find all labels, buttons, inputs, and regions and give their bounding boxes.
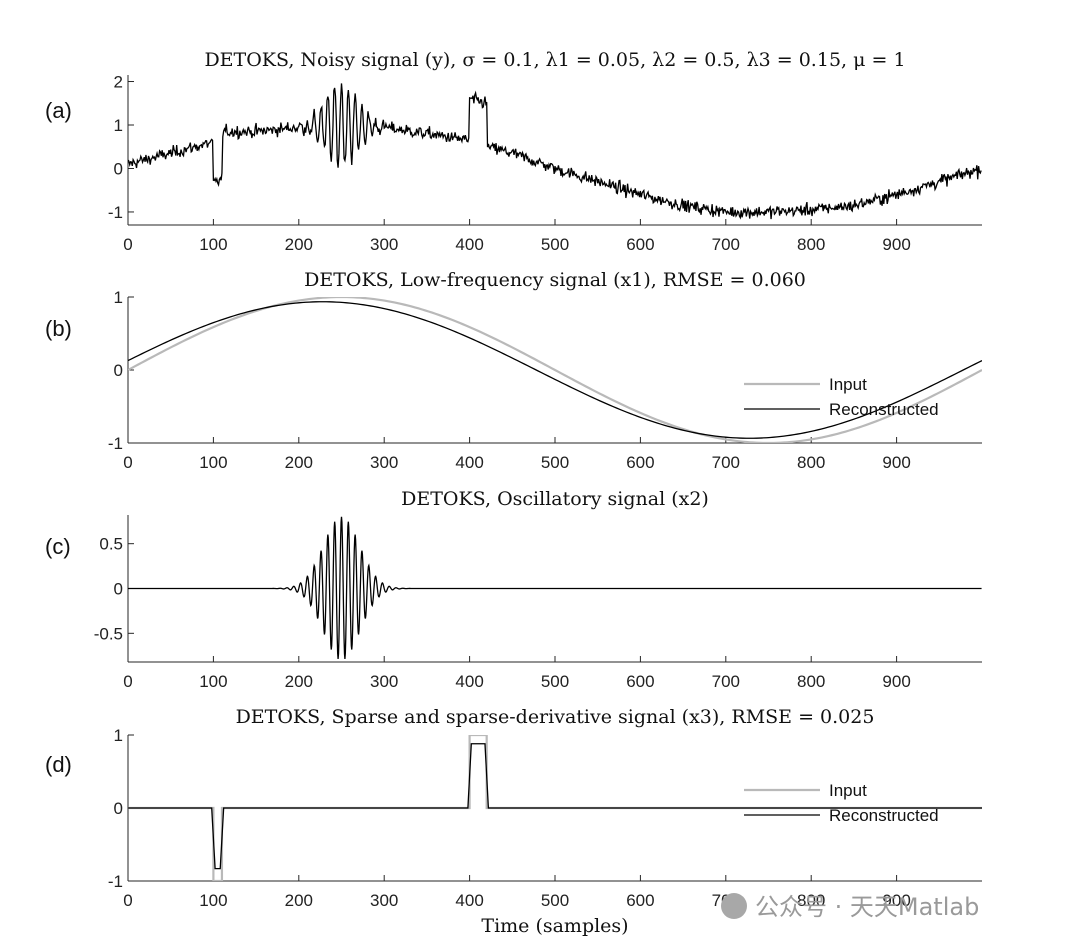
x-tick-label: 100 [199,235,227,254]
legend-label: Input [829,375,867,394]
x-tick-label: 500 [541,235,569,254]
x-tick-label: 600 [626,672,654,691]
panel-label: (b) [45,316,72,341]
x-tick-label: 100 [199,891,227,910]
series-line [128,83,982,220]
x-tick-label: 300 [370,235,398,254]
legend-label: Input [829,781,867,800]
y-tick-label: -0.5 [94,624,123,643]
panel-a: (a) DETOKS, Noisy signal (y), σ = 0.1, λ1… [45,49,982,254]
x-tick-label: 200 [285,235,313,254]
x-tick-label: 300 [370,453,398,472]
series-line [128,297,982,443]
panel-title: DETOKS, Noisy signal (y), σ = 0.1, λ1 = … [204,49,905,71]
x-tick-label: 0 [123,235,132,254]
x-tick-label: 300 [370,891,398,910]
panel-d: (d) DETOKS, Sparse and sparse-derivative … [45,706,982,937]
x-tick-label: 900 [882,891,910,910]
x-tick-label: 900 [882,453,910,472]
y-tick-label: -1 [108,203,123,222]
panel-title: DETOKS, Sparse and sparse-derivative sig… [236,706,875,728]
x-tick-label: 100 [199,672,227,691]
x-tick-label: 700 [712,453,740,472]
y-tick-label: -1 [108,872,123,891]
y-tick-label: 0.5 [99,535,123,554]
panel-c: (c) DETOKS, Oscillatory signal (x2) 0 100 20… [45,488,982,691]
x-tick-label: 0 [123,453,132,472]
x-tick-label: 900 [882,672,910,691]
series-line [128,743,982,870]
x-tick-label: 0 [123,891,132,910]
x-tick-label: 500 [541,672,569,691]
x-tick-label: 400 [455,891,483,910]
x-tick-label: 200 [285,453,313,472]
panel-label: (a) [45,98,72,123]
x-tick-label: 200 [285,672,313,691]
y-tick-label: 2 [114,73,123,92]
legend-label: Reconstructed [829,400,939,419]
panel-title: DETOKS, Low-frequency signal (x1), RMSE … [304,269,806,291]
wechat-icon [721,893,747,919]
y-tick-label: 0 [114,580,123,599]
y-tick-label: 1 [114,726,123,745]
y-tick-label: 1 [114,116,123,135]
watermark-text: 公众号 · 天天Matlab [755,893,979,921]
y-tick-label: 0 [114,159,123,178]
series-line [128,516,982,659]
x-tick-label: 900 [882,235,910,254]
x-tick-label: 700 [712,235,740,254]
x-tick-label: 200 [285,891,313,910]
legend: Input Reconstructed [744,781,939,825]
x-tick-label: 400 [455,235,483,254]
legend: Input Reconstructed [744,375,939,419]
x-tick-label: 600 [626,891,654,910]
x-tick-label: 400 [455,672,483,691]
panel-b: (b) DETOKS, Low-frequency signal (x1), RM… [45,269,982,472]
x-tick-label: 0 [123,672,132,691]
watermark: 公众号 · 天天Matlab [721,893,979,921]
x-tick-label: 800 [797,453,825,472]
y-tick-label: -1 [108,434,123,453]
x-tick-label: 600 [626,453,654,472]
x-axis-label: Time (samples) [481,915,628,937]
x-tick-label: 800 [797,891,825,910]
x-tick-label: 100 [199,453,227,472]
series-line [128,301,982,439]
y-tick-label: 0 [114,361,123,380]
y-tick-label: 1 [114,288,123,307]
legend-label: Reconstructed [829,806,939,825]
y-tick-label: 0 [114,799,123,818]
panel-label: (c) [45,534,71,559]
x-tick-label: 800 [797,672,825,691]
x-tick-label: 600 [626,235,654,254]
x-tick-label: 700 [712,672,740,691]
panel-title: DETOKS, Oscillatory signal (x2) [401,488,709,510]
x-tick-label: 500 [541,453,569,472]
x-tick-label: 300 [370,672,398,691]
x-tick-label: 400 [455,453,483,472]
x-tick-label: 500 [541,891,569,910]
x-tick-label: 800 [797,235,825,254]
panel-label: (d) [45,752,72,777]
